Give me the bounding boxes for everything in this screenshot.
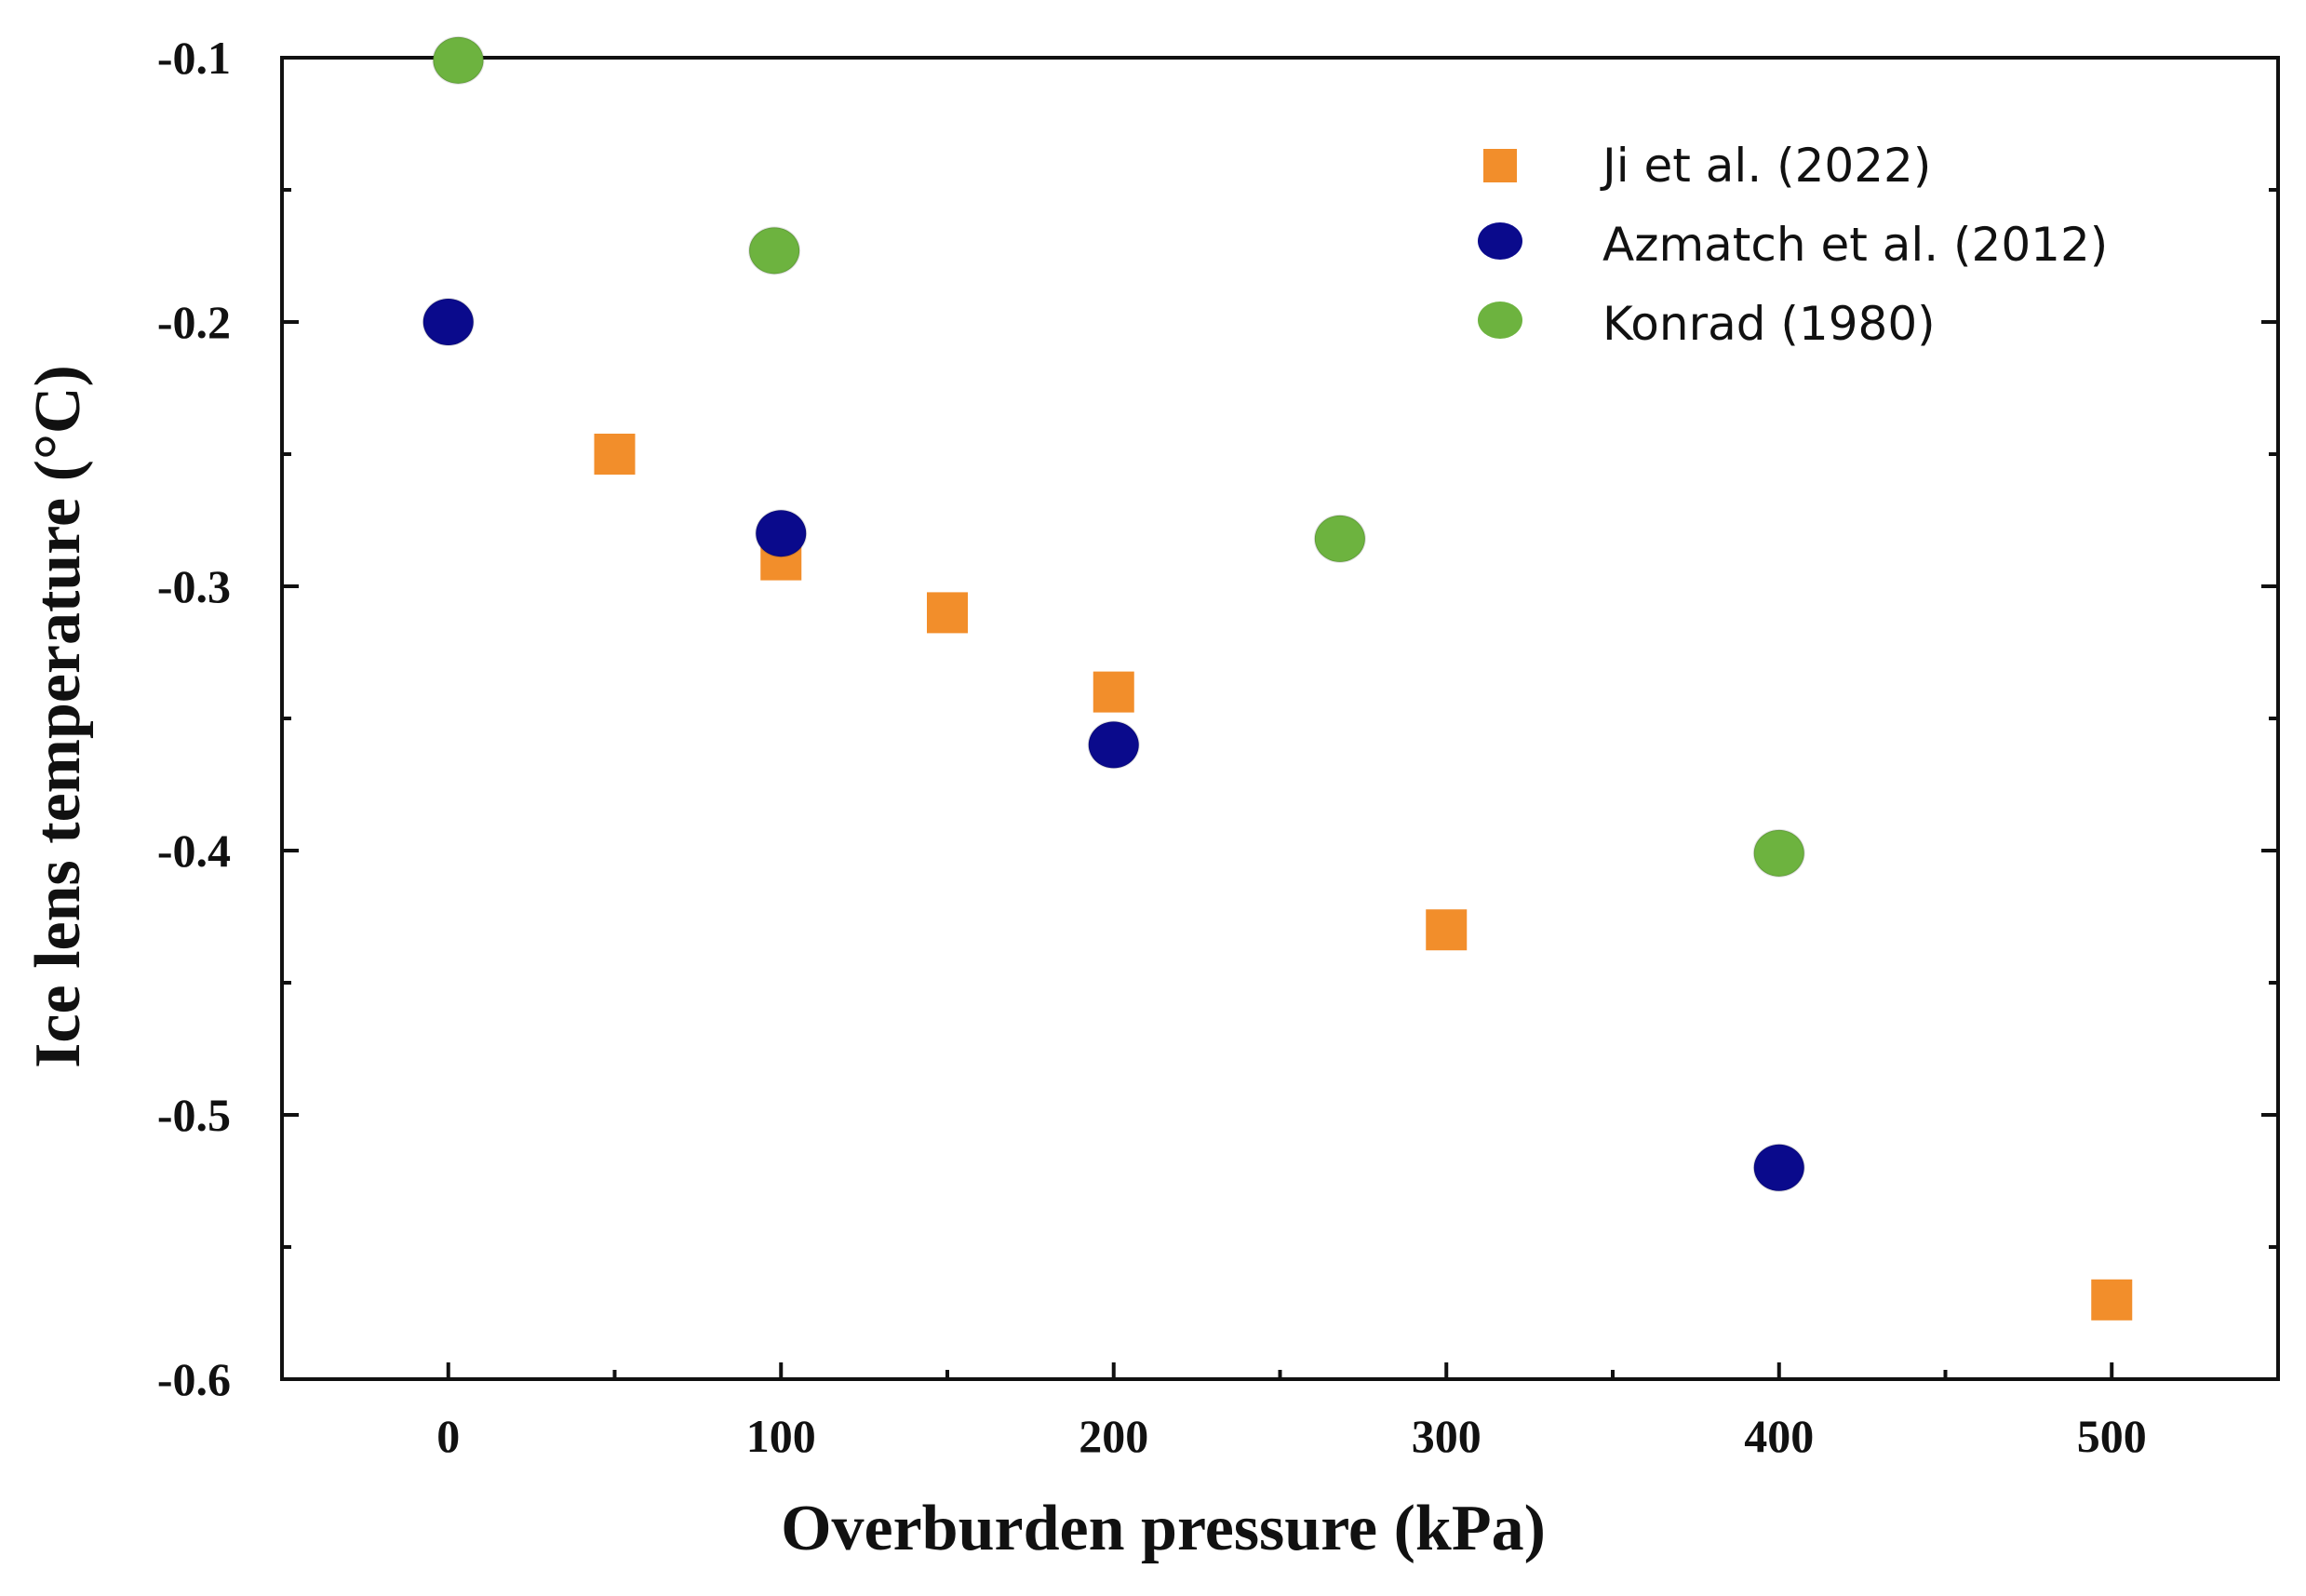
series-2: [432, 35, 1805, 878]
x-tick-label: 100: [746, 1410, 816, 1462]
legend: Ji et al. (2022) Azmatch et al. (2012) Kon…: [1478, 139, 2108, 351]
data-point-circle: [1752, 828, 1805, 878]
legend-marker-circle: [1478, 302, 1522, 339]
data-point-circle: [1313, 514, 1366, 563]
x-tick-label: 300: [1412, 1410, 1481, 1462]
legend-marker-circle: [1478, 222, 1522, 260]
data-point-square: [927, 592, 968, 634]
y-tick-label: -0.3: [157, 560, 231, 612]
data-point-circle: [432, 35, 485, 85]
data-point-circle: [1752, 1143, 1805, 1192]
y-tick-label: -0.6: [157, 1353, 231, 1405]
plot-frame: [280, 56, 2280, 1381]
data-point-circle: [422, 298, 475, 346]
y-axis-title: Ice lens temperature (°C): [22, 365, 94, 1068]
x-axis-title: Overburden pressure (kPa): [781, 1493, 1546, 1564]
x-tick-label: 400: [1744, 1410, 1814, 1462]
legend-label: Ji et al. (2022): [1600, 139, 1931, 193]
data-point-circle: [748, 226, 801, 275]
legend-label: Konrad (1980): [1602, 297, 1936, 351]
y-tick-label: -0.2: [157, 296, 231, 348]
series-0: [594, 434, 2133, 1321]
y-tick-label: -0.5: [157, 1089, 231, 1141]
data-point-circle: [1087, 720, 1140, 770]
legend-marker-square: [1483, 149, 1517, 182]
data-points: [422, 35, 2133, 1321]
data-point-square: [2091, 1279, 2133, 1321]
data-point-circle: [755, 509, 808, 558]
y-tick-label: -0.1: [157, 32, 231, 84]
data-point-square: [1426, 909, 1468, 951]
x-tick-label: 500: [2077, 1410, 2147, 1462]
legend-label: Azmatch et al. (2012): [1602, 218, 2108, 272]
x-tick-labels: 0 100 200 300 400 500: [436, 1410, 2147, 1462]
data-point-square: [594, 434, 636, 475]
x-tick-label: 200: [1079, 1410, 1148, 1462]
data-point-square: [1093, 671, 1134, 713]
y-tick-label: -0.4: [157, 825, 231, 877]
y-tick-labels: -0.1 -0.2 -0.3 -0.4 -0.5 -0.6: [157, 32, 231, 1405]
series-1: [422, 298, 1805, 1192]
x-tick-label: 0: [436, 1410, 460, 1462]
